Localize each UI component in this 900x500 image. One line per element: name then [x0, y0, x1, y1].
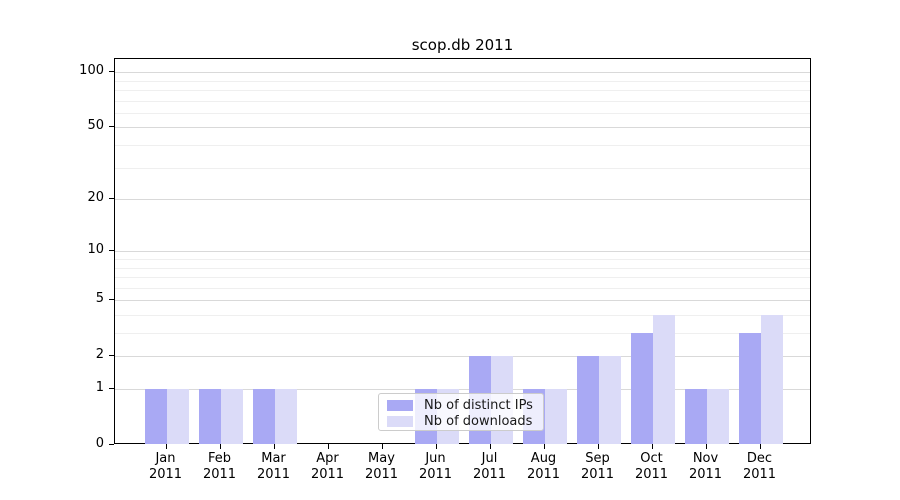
gridline-minor: [115, 333, 810, 335]
y-axis-tick: [109, 444, 114, 445]
x-axis-tick: [219, 444, 221, 449]
bar-distinct-ips-nov: [684, 389, 707, 444]
bar-distinct-ips-oct: [630, 333, 653, 444]
bar-distinct-ips-jan: [144, 389, 167, 444]
gridline-minor: [115, 145, 810, 147]
y-tick-label: 5: [95, 291, 104, 307]
bar-distinct-ips-sep: [576, 356, 599, 444]
y-axis-tick: [109, 126, 114, 128]
bar-distinct-ips-mar: [252, 389, 275, 444]
y-tick-label: 50: [87, 118, 104, 134]
x-axis-tick: [597, 444, 599, 449]
gridline-minor: [115, 80, 810, 82]
legend-color-swatch: [387, 415, 413, 427]
y-axis-tick: [109, 71, 114, 73]
x-axis-tick: [705, 444, 707, 449]
gridline-major: [115, 72, 810, 74]
bar-downloads-dec: [760, 314, 783, 444]
x-tick-label: Jul 2011: [472, 451, 507, 482]
plot-area: [114, 58, 811, 444]
x-tick-label: Feb 2011: [202, 451, 237, 482]
y-axis-tick: [109, 198, 114, 200]
gridline-major: [115, 300, 810, 302]
y-tick-label: 1: [95, 380, 104, 395]
gridline-minor: [115, 267, 810, 269]
y-tick-label: 10: [87, 242, 104, 258]
bar-downloads-feb: [220, 389, 243, 444]
gridline-minor: [115, 112, 810, 114]
y-tick-label: 0: [95, 436, 104, 451]
x-axis-tick: [759, 444, 761, 449]
x-tick-label: Jun 2011: [418, 451, 453, 482]
bar-downloads-jan: [166, 389, 189, 444]
chart-title: scop.db 2011: [411, 36, 514, 54]
x-tick-label: Sep 2011: [580, 451, 615, 482]
y-tick-label: 100: [79, 63, 104, 79]
gridline-minor: [115, 90, 810, 92]
x-tick-label: Nov 2011: [688, 451, 723, 482]
y-axis-tick: [109, 250, 114, 252]
x-axis-tick: [651, 444, 653, 449]
bar-downloads-oct: [652, 314, 675, 444]
y-tick-label: 2: [95, 347, 104, 363]
x-axis-tick: [489, 444, 491, 449]
bar-downloads-nov: [706, 389, 729, 444]
gridline-minor: [115, 277, 810, 279]
x-axis-tick: [165, 444, 167, 449]
x-axis-tick: [273, 444, 275, 449]
x-axis-tick: [543, 444, 545, 449]
y-axis-tick: [109, 299, 114, 301]
gridline-major: [115, 356, 810, 358]
y-axis-tick: [109, 388, 114, 389]
gridline-minor: [115, 167, 810, 169]
legend-item-label: Nb of downloads: [424, 413, 533, 429]
x-tick-label: Mar 2011: [256, 451, 291, 482]
gridline-minor: [115, 287, 810, 289]
gridline-minor: [115, 100, 810, 102]
x-axis-tick: [327, 444, 329, 449]
bar-downloads-sep: [598, 356, 621, 444]
bar-distinct-ips-dec: [738, 333, 761, 444]
x-tick-label: Aug 2011: [526, 451, 561, 482]
bar-distinct-ips-feb: [198, 389, 221, 444]
legend-item-label: Nb of distinct IPs: [424, 397, 533, 413]
gridline-major: [115, 251, 810, 253]
gridline-major: [115, 199, 810, 201]
y-tick-label: 20: [87, 190, 104, 206]
legend-item: Nb of distinct IPs: [387, 397, 543, 413]
x-tick-label: Jan 2011: [148, 451, 183, 482]
legend: Nb of distinct IPs Nb of downloads: [378, 393, 544, 431]
x-tick-label: Oct 2011: [634, 451, 669, 482]
x-axis-tick: [381, 444, 383, 449]
legend-item: Nb of downloads: [387, 413, 543, 429]
gridline-minor: [115, 259, 810, 260]
legend-color-swatch: [387, 399, 413, 411]
gridline-minor: [115, 314, 810, 316]
bar-downloads-aug: [544, 389, 567, 444]
x-tick-label: May 2011: [364, 451, 399, 482]
x-tick-label: Apr 2011: [310, 451, 345, 482]
bar-downloads-mar: [274, 389, 297, 444]
y-axis-tick: [109, 355, 114, 357]
gridline-major: [115, 127, 810, 129]
x-axis-tick: [435, 444, 437, 449]
x-tick-label: Dec 2011: [742, 451, 777, 482]
